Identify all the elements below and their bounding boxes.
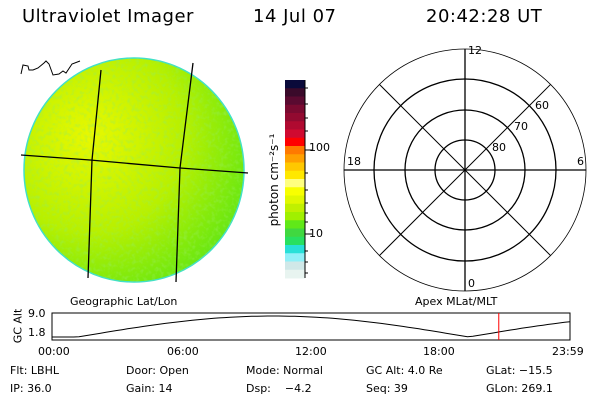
ip-info: IP: 36.0 [10,382,52,395]
y-tick-min: 1.8 [28,326,46,339]
colorbar-band [285,104,305,114]
colorbar-band [285,253,305,262]
earth-image [20,57,249,283]
colorbar-band [285,96,305,106]
lat-label-60: 60 [535,99,549,112]
mlt-diagonal [379,84,551,256]
mlt-label-0: 0 [468,277,475,290]
colorbar-tick-10: 10 [309,227,323,240]
instrument-title: Ultraviolet Imager [22,6,194,27]
mlt-label-18: 18 [347,155,361,168]
colorbar-band [285,80,305,89]
colorbar-band [285,146,305,155]
colorbar-band [285,170,305,180]
squiggle-trace [20,60,81,76]
colorbar-band [285,179,305,188]
apex-label: Apex MLat/MLT [415,295,498,308]
colorbar-band [285,261,305,271]
colorbar-band [285,121,305,130]
mode-info: Mode: Normal [246,364,323,377]
x-tick: 23:59 [552,345,584,358]
colorbar-band [285,269,305,279]
colorbar-band [285,220,305,229]
colorbar-band [285,228,305,238]
colorbar-band [285,88,305,97]
mlt-label-6: 6 [577,155,584,168]
x-tick: 00:00 [38,345,70,358]
colorbar-band [285,195,305,205]
y-tick-max: 9.0 [28,307,46,320]
date-label: 14 Jul 07 [253,6,337,27]
filter-info: Flt: LBHL [10,364,59,377]
x-tick: 12:00 [295,345,327,358]
lat-label-80: 80 [492,141,506,154]
time-label: 20:42:28 UT [426,6,543,27]
glon-info: GLon: 269.1 [486,382,553,395]
x-tick: 06:00 [167,345,199,358]
colorbar-band [285,113,305,122]
colorbar-label: photon cm⁻²s⁻¹ [267,133,281,227]
seq-info: Seq: 39 [366,382,408,395]
plot-frame [51,312,571,341]
door-info: Door: Open [126,364,189,377]
polar-grid [343,48,587,292]
latitude-line [20,154,249,174]
colorbar [285,80,312,279]
colorbar-band [285,129,305,139]
altitude-curve [52,315,571,338]
colorbar-band [285,154,305,163]
y-axis-label: GC Alt [11,308,25,344]
gain-info: Gain: 14 [126,382,173,395]
colorbar-tick-100: 100 [309,141,330,154]
altitude-plot [51,312,571,341]
colorbar-band [285,203,305,213]
mlt-label-12: 12 [468,44,482,57]
colorbar-band [285,162,305,172]
glat-info: GLat: −15.5 [486,364,553,377]
colorbar-band [285,137,305,147]
lat-label-70: 70 [514,120,528,133]
colorbar-band [285,187,305,196]
dsp-info: Dsp: −4.2 [246,382,312,395]
colorbar-band [285,212,305,221]
geographic-label: Geographic Lat/Lon [70,295,178,308]
x-tick: 18:00 [423,345,455,358]
gc-alt-info: GC Alt: 4.0 Re [366,364,443,377]
colorbar-band [285,236,305,246]
colorbar-band [285,245,305,254]
